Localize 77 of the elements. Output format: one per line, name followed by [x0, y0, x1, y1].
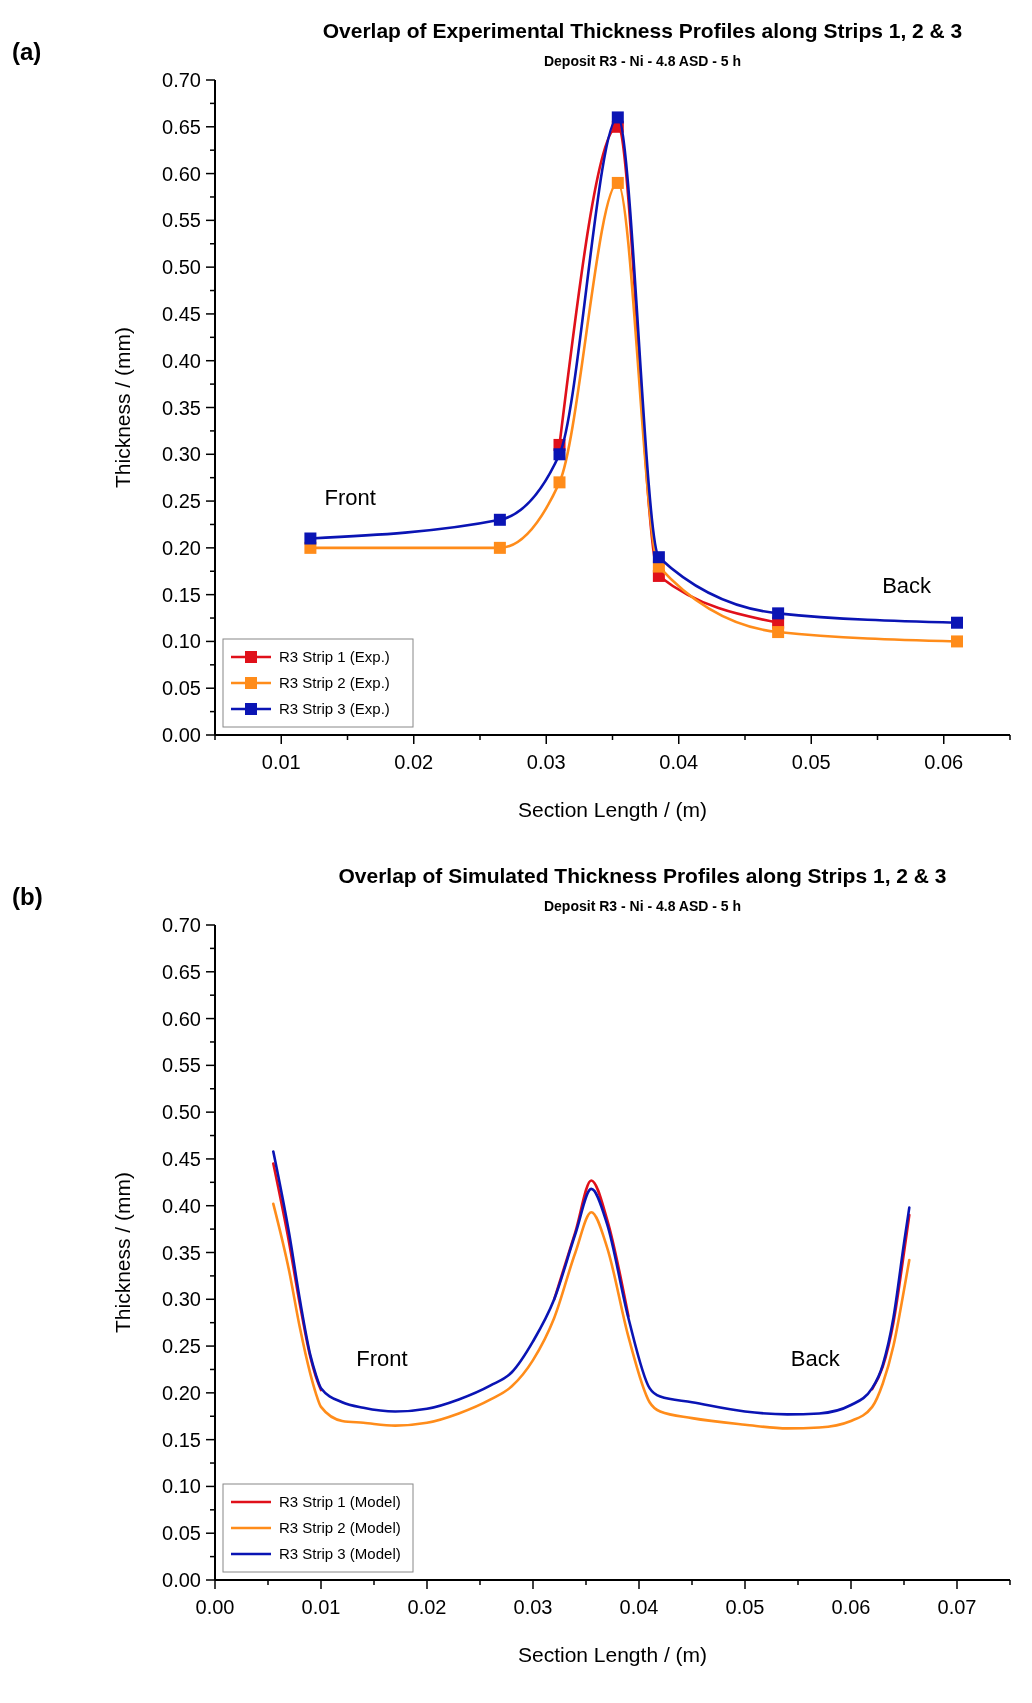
y-tick-label: 0.50: [162, 256, 201, 279]
point: [553, 448, 566, 461]
annotation: Back: [790, 1346, 841, 1372]
y-tick-label: 0.15: [162, 583, 201, 606]
y-tick-label: 0.35: [162, 396, 201, 419]
x-tick-label: 0.01: [261, 751, 301, 773]
chart-subtitle: Deposit R3 - Ni - 4.8 ASD - 5 h: [543, 53, 742, 69]
x-axis-title: Section Length / (m): [517, 798, 708, 821]
y-tick-label: 0.55: [162, 1054, 201, 1077]
y-tick-label: 0.70: [162, 914, 201, 936]
x-tick-label: 0.04: [619, 1596, 659, 1618]
chart-title: Overlap of Experimental Thickness Profiles along Strips 1, 2 & 3: [322, 19, 963, 42]
point: [611, 111, 624, 124]
point: [951, 616, 963, 629]
y-tick-label: 0.10: [162, 1475, 201, 1498]
chart-title: Overlap of Simulated Thickness Profiles along Strips 1, 2 & 3: [338, 864, 947, 887]
x-tick-label: 0.01: [301, 1596, 341, 1618]
y-tick-label: 0.05: [162, 677, 201, 700]
y-tick-label: 0.00: [162, 724, 201, 746]
y-tick-label: 0.30: [162, 1288, 201, 1311]
legend-label: R3 Strip 1 (Exp.): [279, 648, 390, 666]
y-tick-label: 0.30: [162, 443, 201, 466]
point: [493, 513, 506, 526]
point: [304, 532, 317, 545]
point: [493, 541, 506, 554]
y-tick-label: 0.65: [162, 960, 201, 983]
text: (b): [12, 883, 43, 910]
x-tick-label: 0.00: [195, 1596, 235, 1618]
annotation: Front: [324, 485, 376, 511]
y-tick-label: 0.65: [162, 115, 201, 138]
legend-label: R3 Strip 3 (Exp.): [279, 700, 390, 718]
legend-label: R3 Strip 3 (Model): [279, 1545, 401, 1563]
y-tick-label: 0.40: [162, 1194, 201, 1217]
y-axis-title: Thickness / (mm): [111, 1171, 134, 1334]
x-axis-title: Section Length / (m): [517, 1643, 708, 1666]
y-tick-label: 0.60: [162, 162, 201, 185]
x-tick-label: 0.06: [831, 1596, 871, 1618]
legend-label: R3 Strip 1 (Model): [279, 1493, 401, 1511]
y-tick-label: 0.15: [162, 1428, 201, 1451]
y-tick-label: 0.10: [162, 630, 201, 653]
y-tick-label: 0.60: [162, 1007, 201, 1030]
y-tick-label: 0.20: [162, 1381, 201, 1404]
y-tick-label: 0.25: [162, 490, 201, 513]
point: [611, 176, 624, 189]
y-tick-label: 0.70: [162, 69, 201, 91]
y-tick-label: 0.25: [162, 1335, 201, 1358]
y-tick-label: 0.35: [162, 1241, 201, 1264]
y-axis-title: Thickness / (mm): [111, 326, 134, 489]
y-tick-label: 0.05: [162, 1522, 201, 1545]
x-tick-label: 0.02: [394, 751, 434, 773]
annotation: Back: [882, 573, 933, 599]
y-tick-label: 0.20: [162, 536, 201, 559]
point: [652, 551, 665, 564]
x-tick-label: 0.02: [407, 1596, 447, 1618]
x-tick-label: 0.03: [526, 751, 566, 773]
x-tick-label: 0.05: [791, 751, 831, 773]
point: [772, 607, 785, 620]
legend-label: R3 Strip 2 (Exp.): [279, 674, 390, 692]
y-tick-label: 0.40: [162, 349, 201, 372]
legend-label: R3 Strip 2 (Model): [279, 1519, 401, 1537]
y-tick-label: 0.00: [162, 1569, 201, 1591]
y-tick-label: 0.45: [162, 302, 201, 325]
y-tick-label: 0.50: [162, 1101, 201, 1124]
y-tick-label: 0.55: [162, 209, 201, 232]
x-tick-label: 0.03: [513, 1596, 553, 1618]
chart-subtitle: Deposit R3 - Ni - 4.8 ASD - 5 h: [543, 898, 742, 914]
line-series: [272, 1202, 911, 1430]
x-tick-label: 0.05: [725, 1596, 765, 1618]
x-tick-label: 0.06: [924, 751, 964, 773]
text: (a): [12, 38, 42, 65]
point: [951, 635, 963, 648]
point: [553, 476, 566, 489]
point: [772, 626, 785, 639]
annotation: Front: [356, 1346, 408, 1372]
y-tick-label: 0.45: [162, 1147, 201, 1170]
x-tick-label: 0.07: [937, 1596, 977, 1618]
x-tick-label: 0.04: [659, 751, 699, 773]
